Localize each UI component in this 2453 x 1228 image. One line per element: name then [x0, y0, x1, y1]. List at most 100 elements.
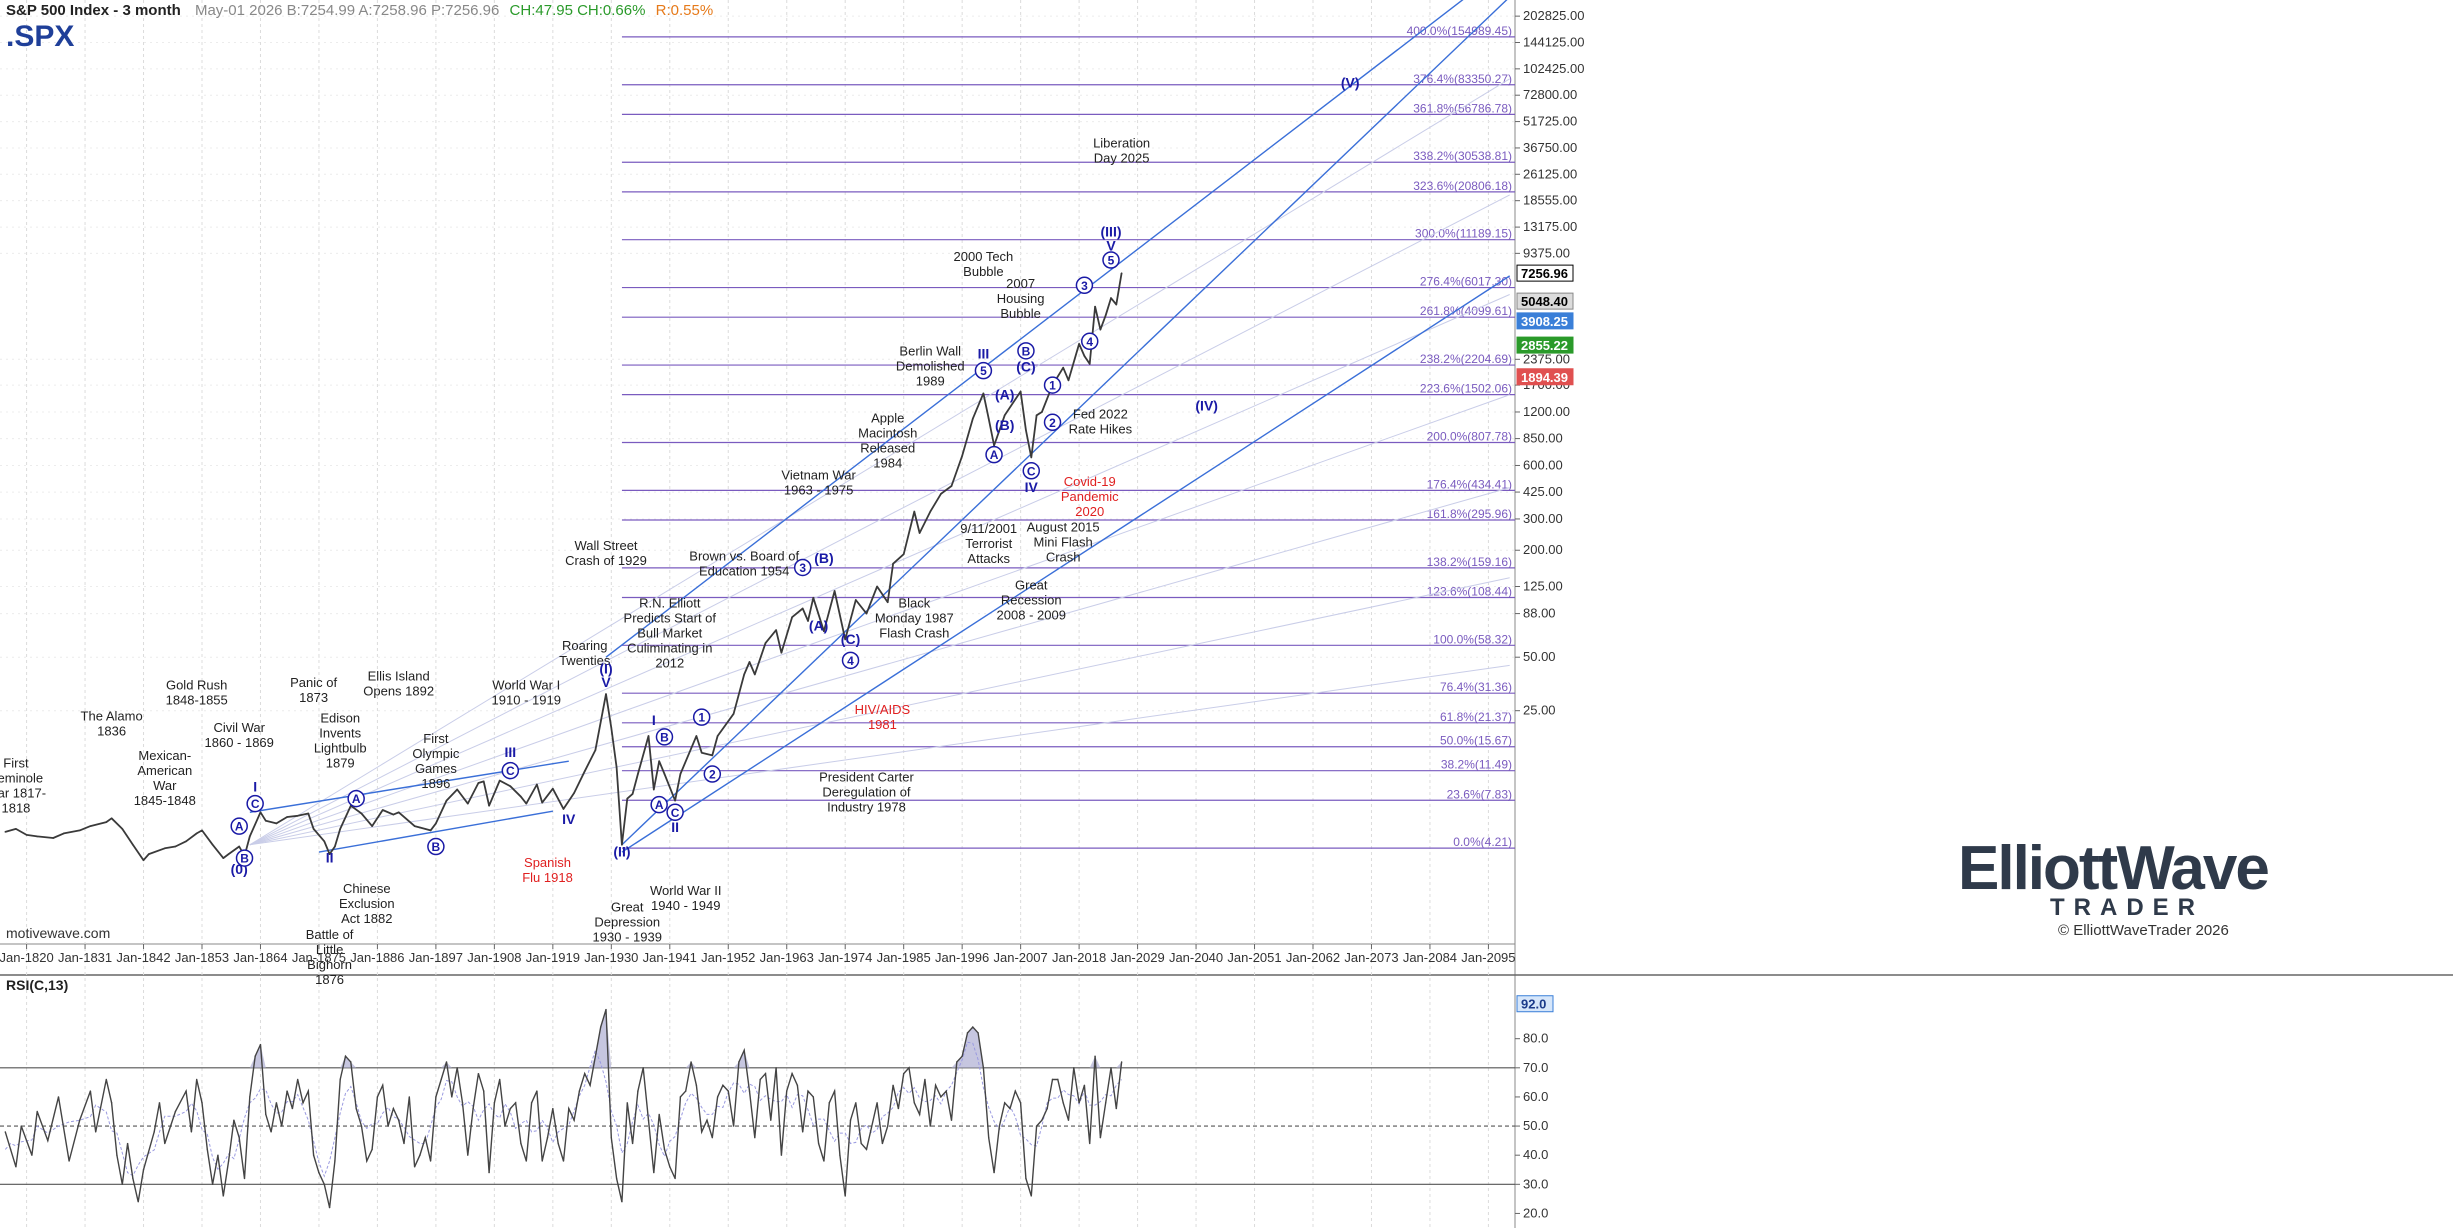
- fib-level-label: 223.6%(1502.06): [1420, 382, 1512, 396]
- rsi-point: [940, 1096, 942, 1098]
- event-label: Macintosh: [858, 425, 917, 440]
- rsi-point: [137, 1201, 139, 1203]
- event-label: Invents: [319, 725, 361, 740]
- fib-level-label: 238.2%(2204.69): [1420, 352, 1512, 366]
- rsi-point: [950, 1119, 953, 1121]
- ticker-symbol[interactable]: .SPX: [6, 20, 75, 53]
- price-tick-label: 200.00: [1523, 542, 1563, 557]
- rsi-point: [855, 1102, 857, 1104]
- time-tick-label: Jan-1952: [701, 950, 755, 965]
- wave-label: 5: [974, 361, 993, 380]
- event-label: President Carter: [819, 769, 914, 784]
- price-badge-box: [1516, 336, 1574, 354]
- rsi-point: [764, 1072, 767, 1075]
- price-point: [466, 802, 469, 805]
- event-label: 1981: [868, 717, 897, 732]
- price-point: [833, 590, 836, 592]
- price-point: [185, 840, 187, 843]
- rsi-point: [1120, 1061, 1123, 1063]
- price-point: [1030, 456, 1033, 459]
- rsi-point: [647, 1119, 650, 1121]
- wave-text: 2: [709, 768, 716, 782]
- wave-circle: [650, 795, 668, 814]
- wave-circle: [985, 445, 1003, 464]
- rsi-point: [105, 1078, 108, 1081]
- rsi-point: [674, 1177, 676, 1180]
- rsi-point: [296, 1078, 299, 1081]
- rsi-point: [206, 1148, 209, 1151]
- price-point: [296, 815, 299, 817]
- price-badge-box: [1516, 312, 1574, 330]
- price-point: [227, 853, 230, 855]
- wave-circle: [235, 849, 254, 867]
- rsi-point: [376, 1096, 379, 1098]
- wave-label: V: [601, 674, 611, 690]
- wave-text: A: [352, 792, 361, 806]
- time-axis[interactable]: Jan-1820 Jan-1831 Jan-1842 Jan-1853 Jan-1864…: [0, 944, 1516, 965]
- price-axis[interactable]: 202825.00 144125.00 102425.00 72800.00 51725…: [1515, 8, 1584, 718]
- price-tick-label: 425.00: [1523, 484, 1563, 499]
- event-label: 1984: [873, 455, 902, 470]
- rsi-point: [525, 1160, 527, 1162]
- rsi-point: [902, 1072, 905, 1075]
- event-label: 1963 - 1975: [784, 483, 853, 498]
- event-label: Ellis Island: [368, 668, 430, 683]
- price-badge: 3908.25: [1521, 314, 1568, 329]
- rsi-point: [1094, 1055, 1096, 1057]
- price-point: [105, 821, 108, 823]
- time-tick-label: Jan-1864: [233, 950, 287, 965]
- event-label: Civil War: [213, 720, 265, 735]
- price-tick-label: 36750.00: [1523, 140, 1577, 155]
- price-point: [1035, 414, 1038, 417]
- rsi-point: [413, 1166, 416, 1168]
- rsi-point: [68, 1160, 70, 1162]
- price-point: [610, 727, 613, 729]
- rsi-point: [20, 1125, 22, 1127]
- price-point: [381, 809, 384, 811]
- wave-label: 2: [1043, 413, 1062, 432]
- price-tick-label: 51725.00: [1523, 114, 1577, 129]
- price-point: [695, 735, 698, 737]
- wave-text: (C): [1016, 358, 1035, 374]
- channel-line: [621, 275, 1511, 853]
- event-label: Olympic: [412, 746, 459, 761]
- rsi-point: [1062, 1102, 1064, 1104]
- rsi-point: [222, 1195, 224, 1197]
- price-point: [201, 829, 203, 832]
- fib-levels: 400.0%(154989.45)376.4%(83350.27)361.8%(…: [621, 24, 1515, 849]
- rsi-point: [132, 1177, 134, 1180]
- fan-line: [249, 294, 1510, 846]
- rsi-point: [679, 1096, 682, 1098]
- wave-text: I: [652, 712, 656, 728]
- rsi-point: [812, 1096, 815, 1098]
- rsi-point: [716, 1096, 719, 1098]
- wave-label: (C): [1016, 358, 1035, 374]
- time-tick-label: Jan-1985: [877, 950, 931, 965]
- price-point: [429, 829, 432, 832]
- price-badge: 1894.39: [1521, 370, 1568, 385]
- fib-level-label: 23.6%(7.83): [1447, 787, 1512, 801]
- event-label: Day 2025: [1094, 150, 1150, 165]
- fan-line: [249, 78, 1510, 846]
- price-point: [764, 642, 767, 644]
- price-point: [25, 834, 28, 836]
- rsi-point: [892, 1084, 894, 1086]
- rsi-smoothed-line: [4, 1041, 1122, 1178]
- wave-label: 4: [1080, 332, 1099, 351]
- rsi-point: [211, 1183, 214, 1186]
- price-tick-label: 50.00: [1523, 649, 1556, 664]
- fan-line: [249, 664, 1510, 846]
- price-point: [823, 630, 825, 633]
- wave-label: B: [427, 837, 445, 856]
- rsi-badge: 92.0: [1521, 997, 1546, 1012]
- event-label: American: [137, 763, 192, 778]
- price-point: [987, 417, 990, 420]
- rsi-axis[interactable]: 80.0 70.0 60.0 50.0 40.0 30.0 20.0 92.0: [1515, 995, 1554, 1221]
- price-point: [1019, 390, 1022, 393]
- price-point: [509, 785, 512, 787]
- wave-text: 5: [980, 364, 987, 378]
- rsi-point: [562, 1160, 565, 1162]
